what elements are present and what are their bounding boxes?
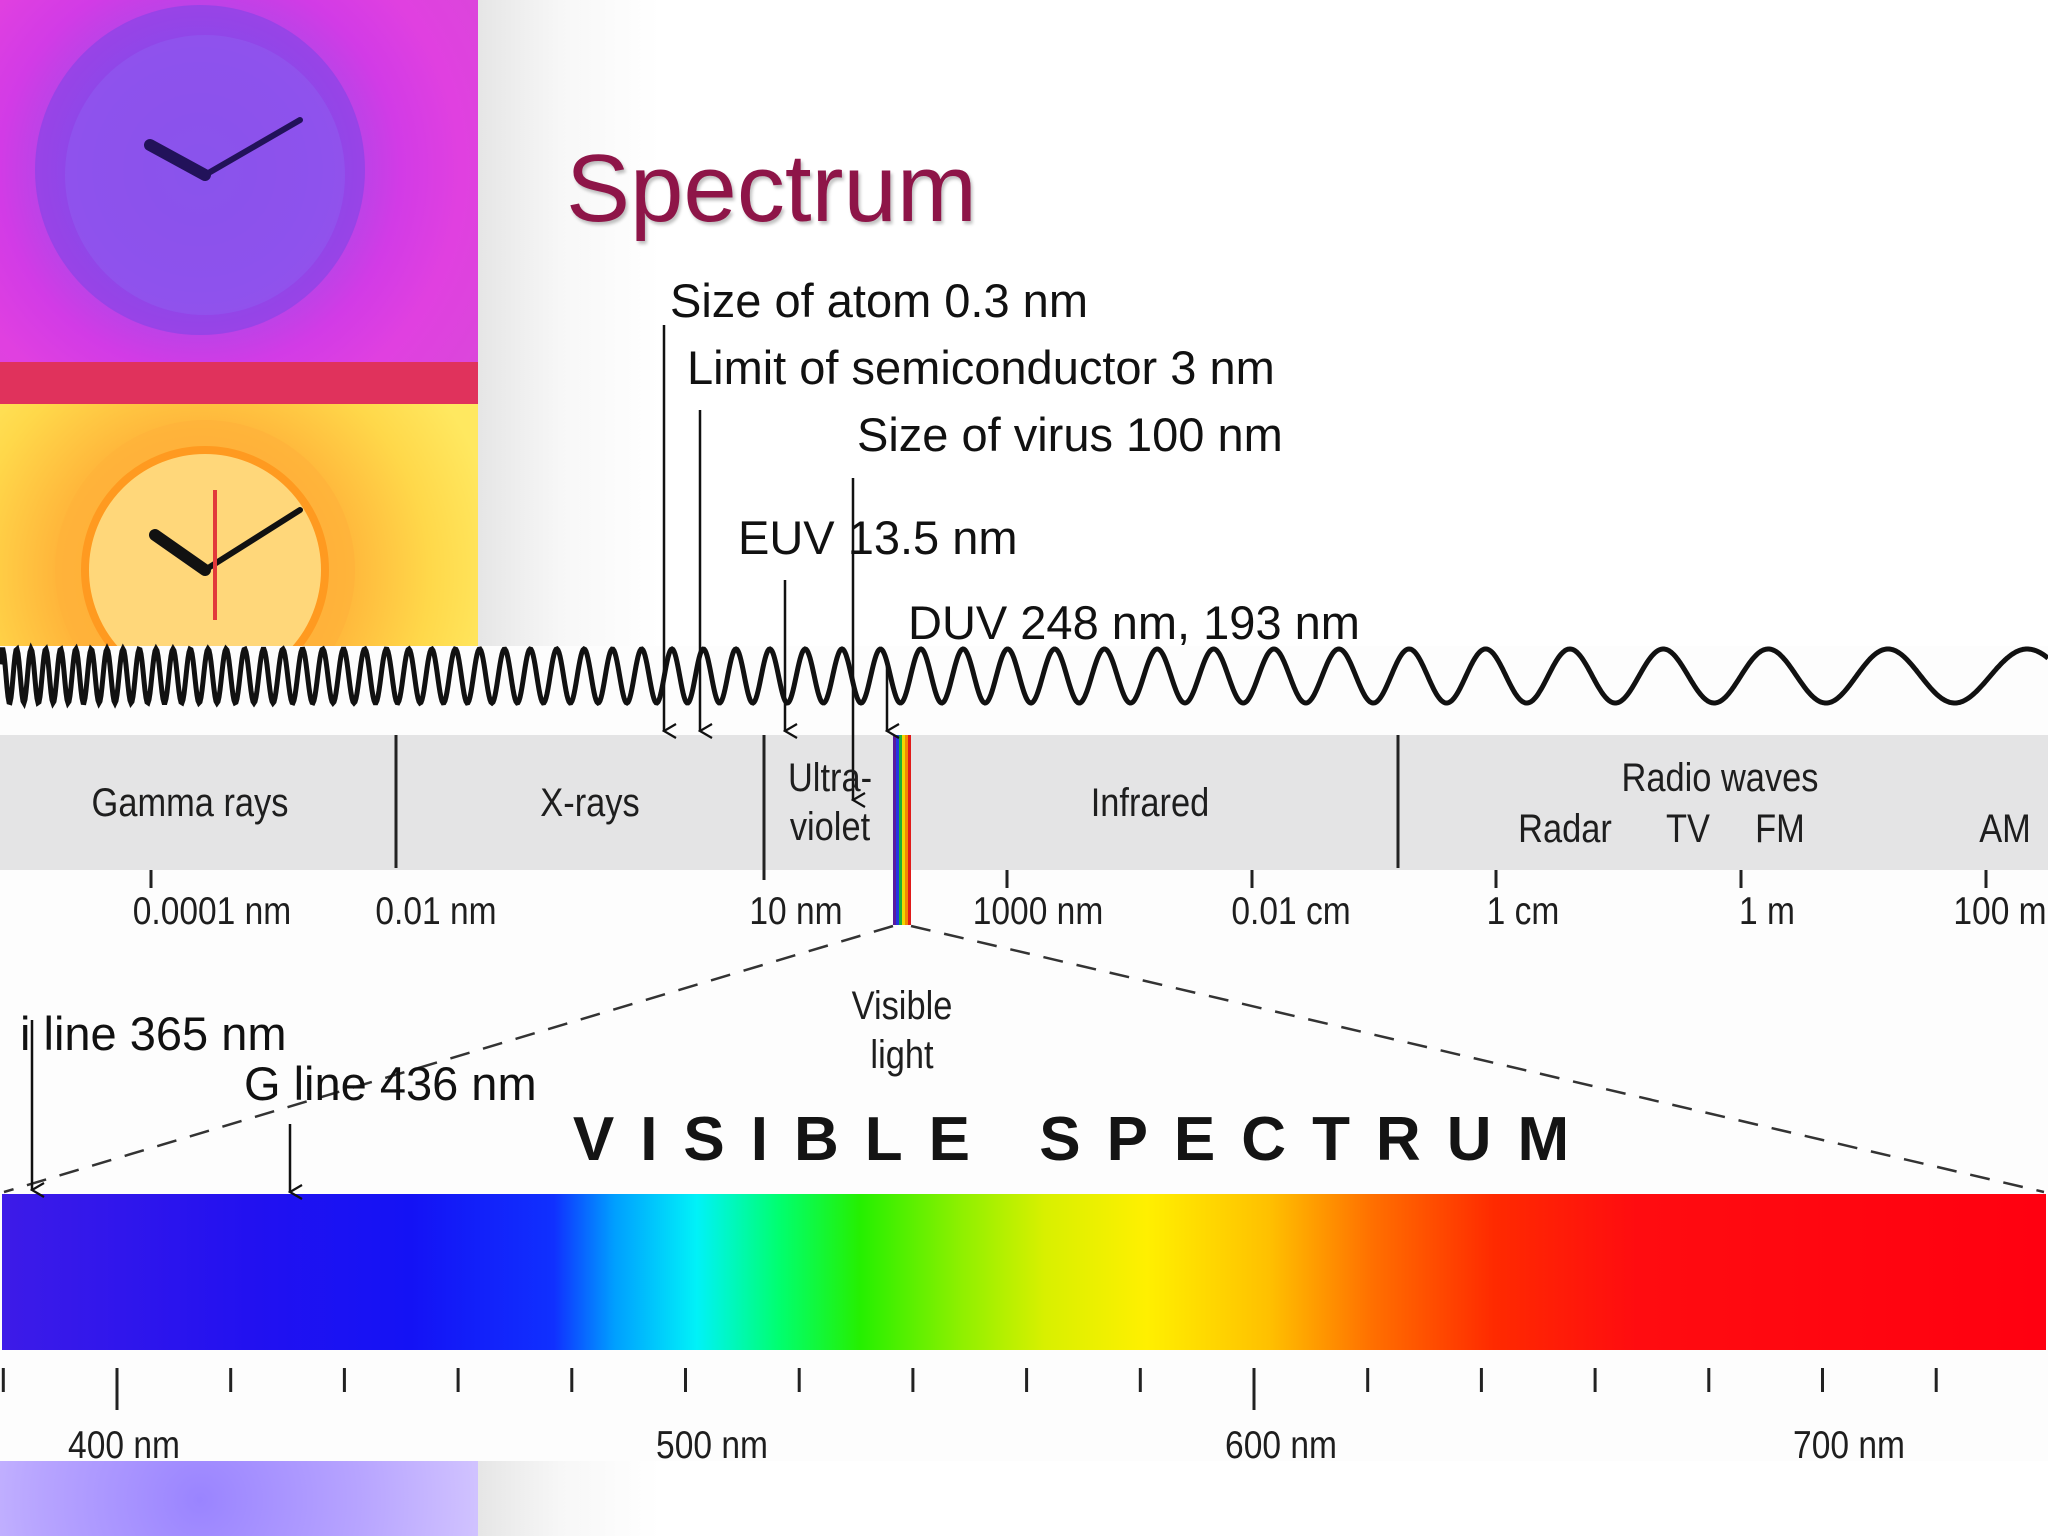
annotation-atom-size: Size of atom 0.3 nm — [670, 274, 1088, 327]
band-label-uv-line2: violet — [789, 804, 871, 849]
em-tick-1m: 1 m — [1739, 890, 1795, 933]
visible-light-rainbow-sliver — [893, 735, 911, 925]
visible-scale-ticks — [1, 1368, 1938, 1410]
wavelength-wave — [0, 642, 2048, 710]
em-tick-100m: 100 m — [1953, 890, 2047, 933]
band-label-ultraviolet: Ultra- violet — [770, 754, 890, 852]
clock-image-divider — [0, 362, 478, 404]
slide-title: Spectrum — [566, 135, 977, 242]
visible-tick-500nm: 500 nm — [656, 1424, 768, 1467]
band-label-radio-waves: Radio waves — [1621, 756, 1819, 800]
band-label-radar: Radar — [1518, 807, 1612, 851]
visible-tick-600nm: 600 nm — [1225, 1424, 1337, 1467]
em-band-strip — [0, 735, 2048, 870]
clock-image-lavender — [0, 1460, 478, 1536]
annotation-semiconductor-limit: Limit of semiconductor 3 nm — [687, 341, 1275, 394]
em-tick-0-01cm: 0.01 cm — [1231, 890, 1351, 933]
visible-spectrum-heading: VISIBLE SPECTRUM — [572, 1105, 1596, 1174]
em-tick-1000nm: 1000 nm — [972, 890, 1104, 933]
em-tick-1cm: 1 cm — [1486, 890, 1560, 933]
visible-tick-700nm: 700 nm — [1793, 1424, 1905, 1467]
annotation-virus-size: Size of virus 100 nm — [857, 408, 1283, 461]
annotation-arrows — [32, 325, 887, 1192]
em-tick-10nm: 10 nm — [749, 890, 843, 933]
visible-light-label: Visible light — [812, 982, 992, 1080]
zoom-dashed-lines — [3, 924, 2045, 1194]
clock-illustrations — [35, 5, 365, 660]
em-tick-0-01nm: 0.01 nm — [375, 890, 497, 933]
em-tick-0-0001nm: 0.0001 nm — [132, 890, 292, 933]
annotation-g-line: G line 436 nm — [244, 1057, 537, 1110]
band-label-gamma: Gamma rays — [91, 781, 289, 825]
band-label-uv-line1: Ultra- — [787, 756, 873, 800]
visible-tick-400nm: 400 nm — [68, 1424, 180, 1467]
annotation-i-line: i line 365 nm — [20, 1007, 287, 1060]
band-label-fm: FM — [1755, 807, 1805, 851]
band-label-am: AM — [1979, 807, 2031, 851]
band-label-infrared: Infrared — [1090, 781, 1210, 825]
annotation-duv: DUV 248 nm, 193 nm — [908, 596, 1360, 649]
band-dividers — [394, 735, 1400, 880]
band-label-xrays: X-rays — [540, 781, 640, 825]
annotation-euv: EUV 13.5 nm — [738, 511, 1018, 564]
em-scale-ticks — [149, 870, 1988, 888]
visible-spectrum-bar — [2, 1194, 2046, 1350]
visible-light-label-line1: Visible — [851, 984, 953, 1028]
visible-light-label-line2: light — [870, 1032, 934, 1077]
band-label-tv: TV — [1666, 807, 1710, 851]
